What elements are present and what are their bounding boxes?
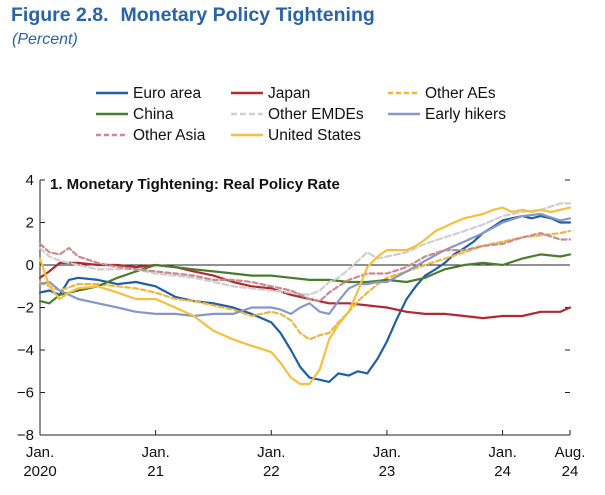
y-tick-label: −8 bbox=[17, 427, 34, 444]
series-line-other-aes bbox=[38, 229, 572, 341]
legend-label-early-hikers: Early hikers bbox=[425, 106, 506, 123]
x-tick-label-year: 21 bbox=[147, 463, 164, 480]
x-tick-label-month: Jan. bbox=[141, 444, 169, 461]
chart-legend: Euro area Japan Other AEs China Other EMDEs E… bbox=[96, 85, 506, 144]
chart-axes: −8−6−4−2024Jan.2020Jan.21Jan.22Jan.23Jan… bbox=[17, 172, 586, 480]
series-line-other-emdes bbox=[38, 202, 572, 296]
series-line-early-hikers bbox=[38, 212, 572, 318]
legend-label-united-states: United States bbox=[268, 127, 361, 144]
legend-label-other-asia: Other Asia bbox=[133, 127, 206, 144]
y-tick-label: −6 bbox=[17, 385, 34, 402]
figure-title: Figure 2.8. Monetary Policy Tightening bbox=[11, 4, 375, 27]
figure-number: Figure 2.8. bbox=[11, 4, 109, 26]
legend-label-euro-area: Euro area bbox=[133, 85, 201, 102]
panel-title: 1. Monetary Tightening: Real Policy Rate bbox=[50, 176, 340, 193]
figure-title-text: Monetary Policy Tightening bbox=[120, 4, 375, 26]
figure-subtitle: (Percent) bbox=[12, 31, 78, 48]
x-tick-label-month: Jan. bbox=[488, 444, 516, 461]
x-tick-label-year: 22 bbox=[263, 463, 280, 480]
x-tick-label-month: Jan. bbox=[373, 444, 401, 461]
series-line-euro-area bbox=[38, 215, 572, 383]
series-line-united-states bbox=[38, 206, 572, 386]
y-tick-label: −2 bbox=[17, 300, 34, 317]
chart-series-lines bbox=[38, 202, 572, 386]
y-tick-label: 4 bbox=[26, 172, 34, 189]
x-tick-label-year: 24 bbox=[562, 463, 579, 480]
series-line-other-asia bbox=[38, 232, 572, 303]
x-tick-label-year: 24 bbox=[494, 463, 511, 480]
y-tick-label: −4 bbox=[17, 342, 34, 359]
series-line-china bbox=[38, 253, 572, 305]
legend-label-china: China bbox=[133, 106, 174, 123]
y-tick-label: 2 bbox=[26, 215, 34, 232]
x-tick-label-month: Jan. bbox=[257, 444, 285, 461]
legend-label-japan: Japan bbox=[268, 85, 310, 102]
x-tick-label-year: 23 bbox=[379, 463, 396, 480]
x-tick-label-month: Jan. bbox=[26, 444, 54, 461]
y-tick-label: 0 bbox=[26, 257, 34, 274]
x-tick-label-year: 2020 bbox=[23, 463, 56, 480]
x-tick-label-month: Aug. bbox=[555, 444, 586, 461]
legend-label-other-aes: Other AEs bbox=[425, 85, 496, 102]
series-line-japan bbox=[38, 261, 572, 320]
legend-label-other-emdes: Other EMDEs bbox=[268, 106, 364, 123]
